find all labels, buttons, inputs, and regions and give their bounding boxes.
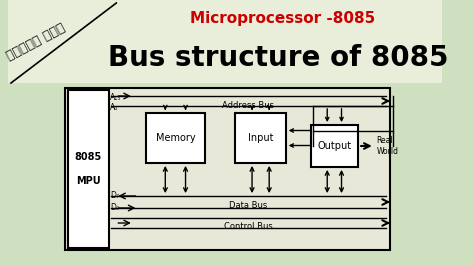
Text: D₇: D₇ <box>110 192 119 201</box>
FancyBboxPatch shape <box>310 125 358 167</box>
FancyBboxPatch shape <box>236 113 286 163</box>
Text: D₀: D₀ <box>110 203 119 213</box>
FancyBboxPatch shape <box>146 113 205 163</box>
Text: A₀: A₀ <box>110 102 118 111</box>
Text: Address Bus: Address Bus <box>222 101 274 110</box>
Text: Bus structure of 8085: Bus structure of 8085 <box>108 44 449 72</box>
Text: Microprocessor -8085: Microprocessor -8085 <box>191 10 376 26</box>
FancyBboxPatch shape <box>65 88 390 250</box>
Text: Data Bus: Data Bus <box>229 201 267 210</box>
Text: Input: Input <box>248 133 273 143</box>
Text: हिंदी में: हिंदी में <box>4 21 67 63</box>
Text: Memory: Memory <box>155 133 195 143</box>
Text: 8085

MPU: 8085 MPU <box>75 152 102 186</box>
Text: Real
World: Real World <box>376 136 399 156</box>
FancyBboxPatch shape <box>8 0 442 83</box>
FancyBboxPatch shape <box>68 90 109 248</box>
Text: A₁₅: A₁₅ <box>110 93 121 102</box>
Text: Control Bus: Control Bus <box>224 222 273 231</box>
Text: Output: Output <box>317 141 351 151</box>
